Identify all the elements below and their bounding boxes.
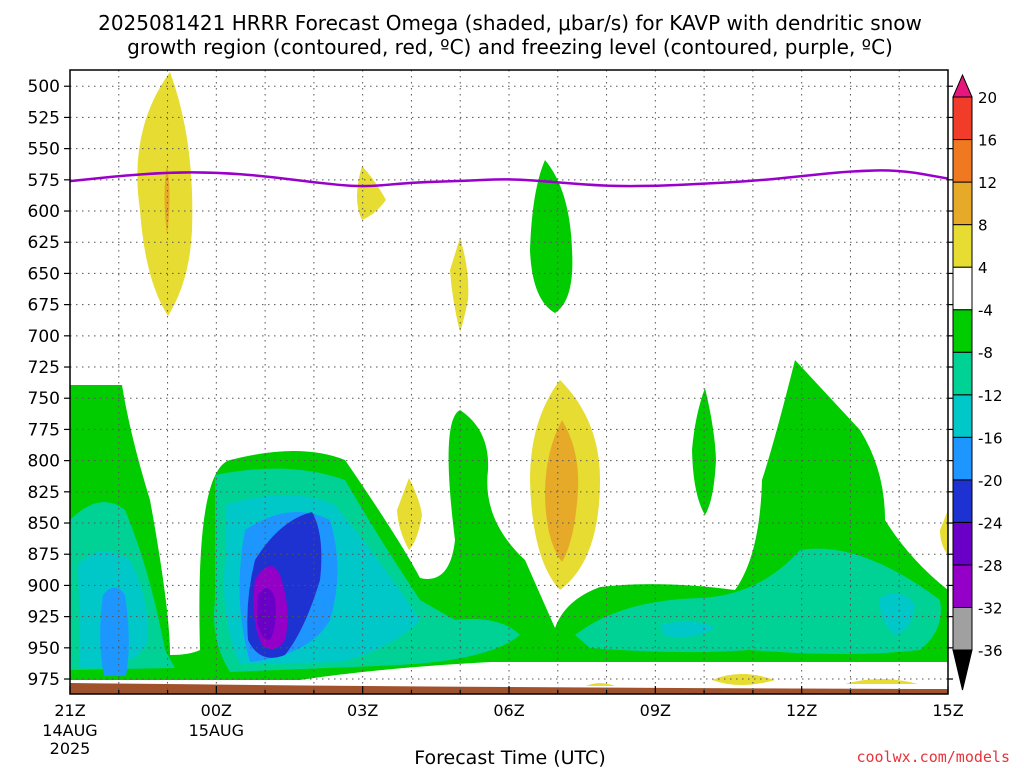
omega-region-22 — [940, 510, 948, 555]
y-tick-label: 525 — [28, 108, 60, 128]
credit-text: coolwx.com/models — [856, 748, 1010, 766]
colorbar-swatch — [952, 564, 973, 608]
x-tick-label: 12Z — [786, 701, 817, 720]
x-tick-label: 03Z — [347, 701, 378, 720]
colorbar-swatch — [952, 266, 973, 311]
omega-region-2 — [692, 388, 716, 515]
y-tick-label: 500 — [28, 77, 60, 97]
x-tick-sublabel: 14AUG — [42, 721, 97, 740]
colorbar-label: -20 — [978, 472, 1003, 490]
colorbar-label: -28 — [978, 557, 1003, 575]
colorbar-label: 20 — [978, 89, 997, 107]
plot-area — [69, 69, 949, 695]
y-tick-label: 950 — [28, 639, 60, 659]
y-tick-label: 775 — [28, 420, 60, 440]
y-tick-label: 575 — [28, 171, 60, 191]
title-line-1: 2025081421 HRRR Forecast Omega (shaded, … — [98, 11, 922, 35]
x-tick-label: 21Z — [54, 701, 85, 720]
colorbar-label: -16 — [978, 429, 1003, 447]
title-line-2: growth region (contoured, red, ºC) and f… — [127, 35, 893, 59]
colorbar-label: -12 — [978, 387, 1003, 405]
colorbar-label: -24 — [978, 514, 1003, 532]
y-tick-label: 800 — [28, 452, 60, 472]
colorbar-swatch — [952, 479, 973, 523]
colorbar-label: -32 — [978, 599, 1003, 617]
y-axis: 500 525 550 575 600 625 650 675 700 725 750 775 800 8… — [28, 77, 953, 690]
omega-region-1 — [530, 160, 573, 313]
x-tick-sublabel: 15AUG — [189, 721, 244, 740]
omega-region-8 — [660, 621, 715, 637]
y-tick-label: 675 — [28, 296, 60, 316]
omega-region-21 — [545, 420, 579, 562]
omega-region-24 — [845, 679, 918, 684]
colorbar-swatch — [952, 521, 973, 566]
colorbar-swatch — [952, 436, 973, 481]
y-tick-label: 875 — [28, 545, 60, 565]
omega-region-10 — [100, 587, 129, 676]
omega-region-14 — [257, 588, 276, 640]
colorbar-swatch — [952, 606, 973, 651]
y-tick-label: 850 — [28, 514, 60, 534]
colorbar-label: 4 — [978, 259, 988, 277]
y-tick-label: 900 — [28, 576, 60, 596]
y-tick-label: 700 — [28, 327, 60, 347]
colorbar-swatch — [952, 394, 973, 438]
y-tick-label: 725 — [28, 358, 60, 378]
omega-shading — [70, 72, 948, 686]
colorbar-legend: -36 -32 -28 -24 -20 -16 -12 -8 -4 4 8 12 16 20 — [952, 73, 1003, 691]
colorbar-label: 16 — [978, 132, 997, 150]
colorbar-swatch — [952, 139, 973, 183]
colorbar-arrow-bottom — [952, 649, 973, 691]
colorbar-label: -8 — [978, 344, 993, 362]
x-axis-label: Forecast Time (UTC) — [414, 747, 605, 768]
colorbar-label: -36 — [978, 642, 1003, 660]
freezing-level-line — [69, 169, 949, 188]
x-tick-label: 06Z — [493, 701, 524, 720]
chart-title: 2025081421 HRRR Forecast Omega (shaded, … — [98, 11, 922, 59]
omega-region-16 — [164, 165, 170, 235]
colorbar-label: 12 — [978, 174, 997, 192]
y-tick-label: 650 — [28, 264, 60, 284]
colorbar-swatch — [952, 309, 973, 353]
y-tick-label: 825 — [28, 483, 60, 503]
colorbar-swatch — [952, 181, 973, 226]
omega-region-18 — [450, 238, 469, 332]
omega-region-25 — [586, 683, 615, 686]
colorbar-swatch — [952, 351, 973, 396]
omega-region-9 — [879, 592, 915, 635]
x-tick-label: 00Z — [201, 701, 232, 720]
x-tick-label: 09Z — [640, 701, 671, 720]
y-tick-label: 600 — [28, 202, 60, 222]
y-tick-label: 625 — [28, 233, 60, 253]
colorbar-label: -4 — [978, 302, 993, 320]
omega-region-19 — [397, 478, 422, 550]
y-tick-label: 750 — [28, 389, 60, 409]
colorbar-swatch — [952, 96, 973, 141]
colorbar-arrow-top — [952, 73, 973, 98]
colorbar-label: 8 — [978, 217, 988, 235]
y-tick-label: 550 — [28, 140, 60, 160]
y-tick-label: 925 — [28, 608, 60, 628]
colorbar-swatch — [952, 224, 973, 268]
x-tick-label: 15Z — [932, 701, 963, 720]
y-tick-label: 975 — [28, 670, 60, 690]
x-tick-sublabel: 2025 — [50, 739, 91, 758]
